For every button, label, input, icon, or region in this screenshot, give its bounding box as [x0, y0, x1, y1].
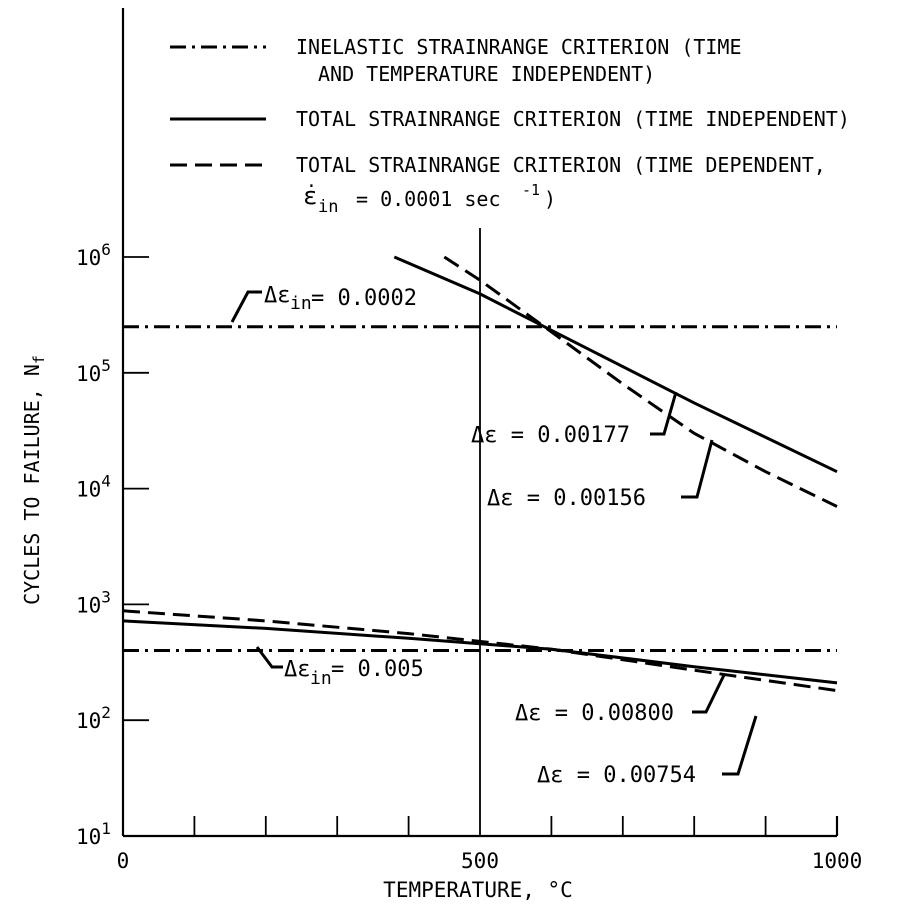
x-tick-label-500: 500 — [461, 849, 499, 873]
leader-177 — [650, 391, 678, 436]
y-tick-label-3: 103 — [76, 587, 111, 617]
x-tick-label-1000: 1000 — [812, 849, 863, 873]
leader-754 — [722, 715, 758, 776]
x-ticks: 0 500 1000 — [117, 816, 863, 873]
series-solid-2 — [393, 255, 838, 474]
y-tick-label-6: 106 — [76, 240, 111, 270]
annotation-ineq-low-sub: in — [310, 668, 332, 689]
strain-rate-value: = 0.0001 sec — [356, 187, 501, 211]
legend-text-dashed: TOTAL STRAINRANGE CRITERION (TIME DEPEND… — [296, 153, 826, 177]
strain-rate-close: ) — [544, 187, 556, 211]
series-layer — [122, 255, 838, 693]
annotations: Δε in = 0.0002 Δε in = 0.005 Δε = 0.0017… — [230, 283, 758, 788]
strain-rate-sub: in — [318, 197, 338, 217]
annotation-ineq-low-value: = 0.005 — [331, 657, 424, 682]
strain-rate-symbol: ε — [303, 182, 317, 210]
series-dashed-5 — [122, 609, 838, 693]
y-tick-label-5: 105 — [76, 356, 111, 386]
annotation-ineq-high-sub: in — [290, 293, 312, 314]
annotation-ineq-low-prefix: Δε — [284, 657, 311, 682]
legend-text-solid: TOTAL STRAINRANGE CRITERION (TIME INDEPE… — [296, 107, 850, 131]
x-tick-label-0: 0 — [117, 849, 130, 873]
y-axis-label: CYCLES TO FAILURE, Nf — [20, 355, 48, 605]
legend-text-dashdot-2: AND TEMPERATURE INDEPENDENT) — [318, 62, 655, 86]
annotation-177: Δε = 0.00177 — [471, 423, 630, 448]
strain-rate-exp: -1 — [522, 181, 540, 199]
strain-rate-dot: · — [306, 176, 317, 197]
annotation-156: Δε = 0.00156 — [487, 486, 646, 511]
y-tick-label-4: 104 — [76, 472, 111, 502]
y-axis-label-sub: f — [30, 355, 48, 364]
series-solid-4 — [122, 619, 838, 685]
annotation-ineq-high-prefix: Δε — [264, 283, 291, 308]
annotation-800: Δε = 0.00800 — [515, 701, 674, 726]
y-tick-label-2: 102 — [76, 703, 111, 733]
series-dashed-3 — [443, 255, 838, 508]
leader-ineq-low — [255, 646, 283, 669]
annotation-754: Δε = 0.00754 — [537, 763, 696, 788]
annotation-ineq-high-value: = 0.0002 — [311, 286, 417, 311]
axis-titles: TEMPERATURE, °C CYCLES TO FAILURE, Nf — [20, 355, 573, 902]
legend-text-dashdot-1: INELASTIC STRAINRANGE CRITERION (TIME — [296, 35, 742, 59]
x-axis-label: TEMPERATURE, °C — [383, 878, 573, 902]
y-tick-label-1: 101 — [76, 819, 111, 849]
leader-156 — [681, 439, 714, 499]
y-ticks: 101 102 103 104 105 106 — [76, 240, 149, 849]
y-axis-label-main: CYCLES TO FAILURE, N — [20, 364, 44, 605]
leader-800 — [692, 674, 726, 714]
legend-strain-rate: · ε in = 0.0001 sec -1 ) — [303, 176, 556, 217]
legend: INELASTIC STRAINRANGE CRITERION (TIME AN… — [170, 35, 850, 217]
leader-ineq-high — [230, 290, 262, 323]
